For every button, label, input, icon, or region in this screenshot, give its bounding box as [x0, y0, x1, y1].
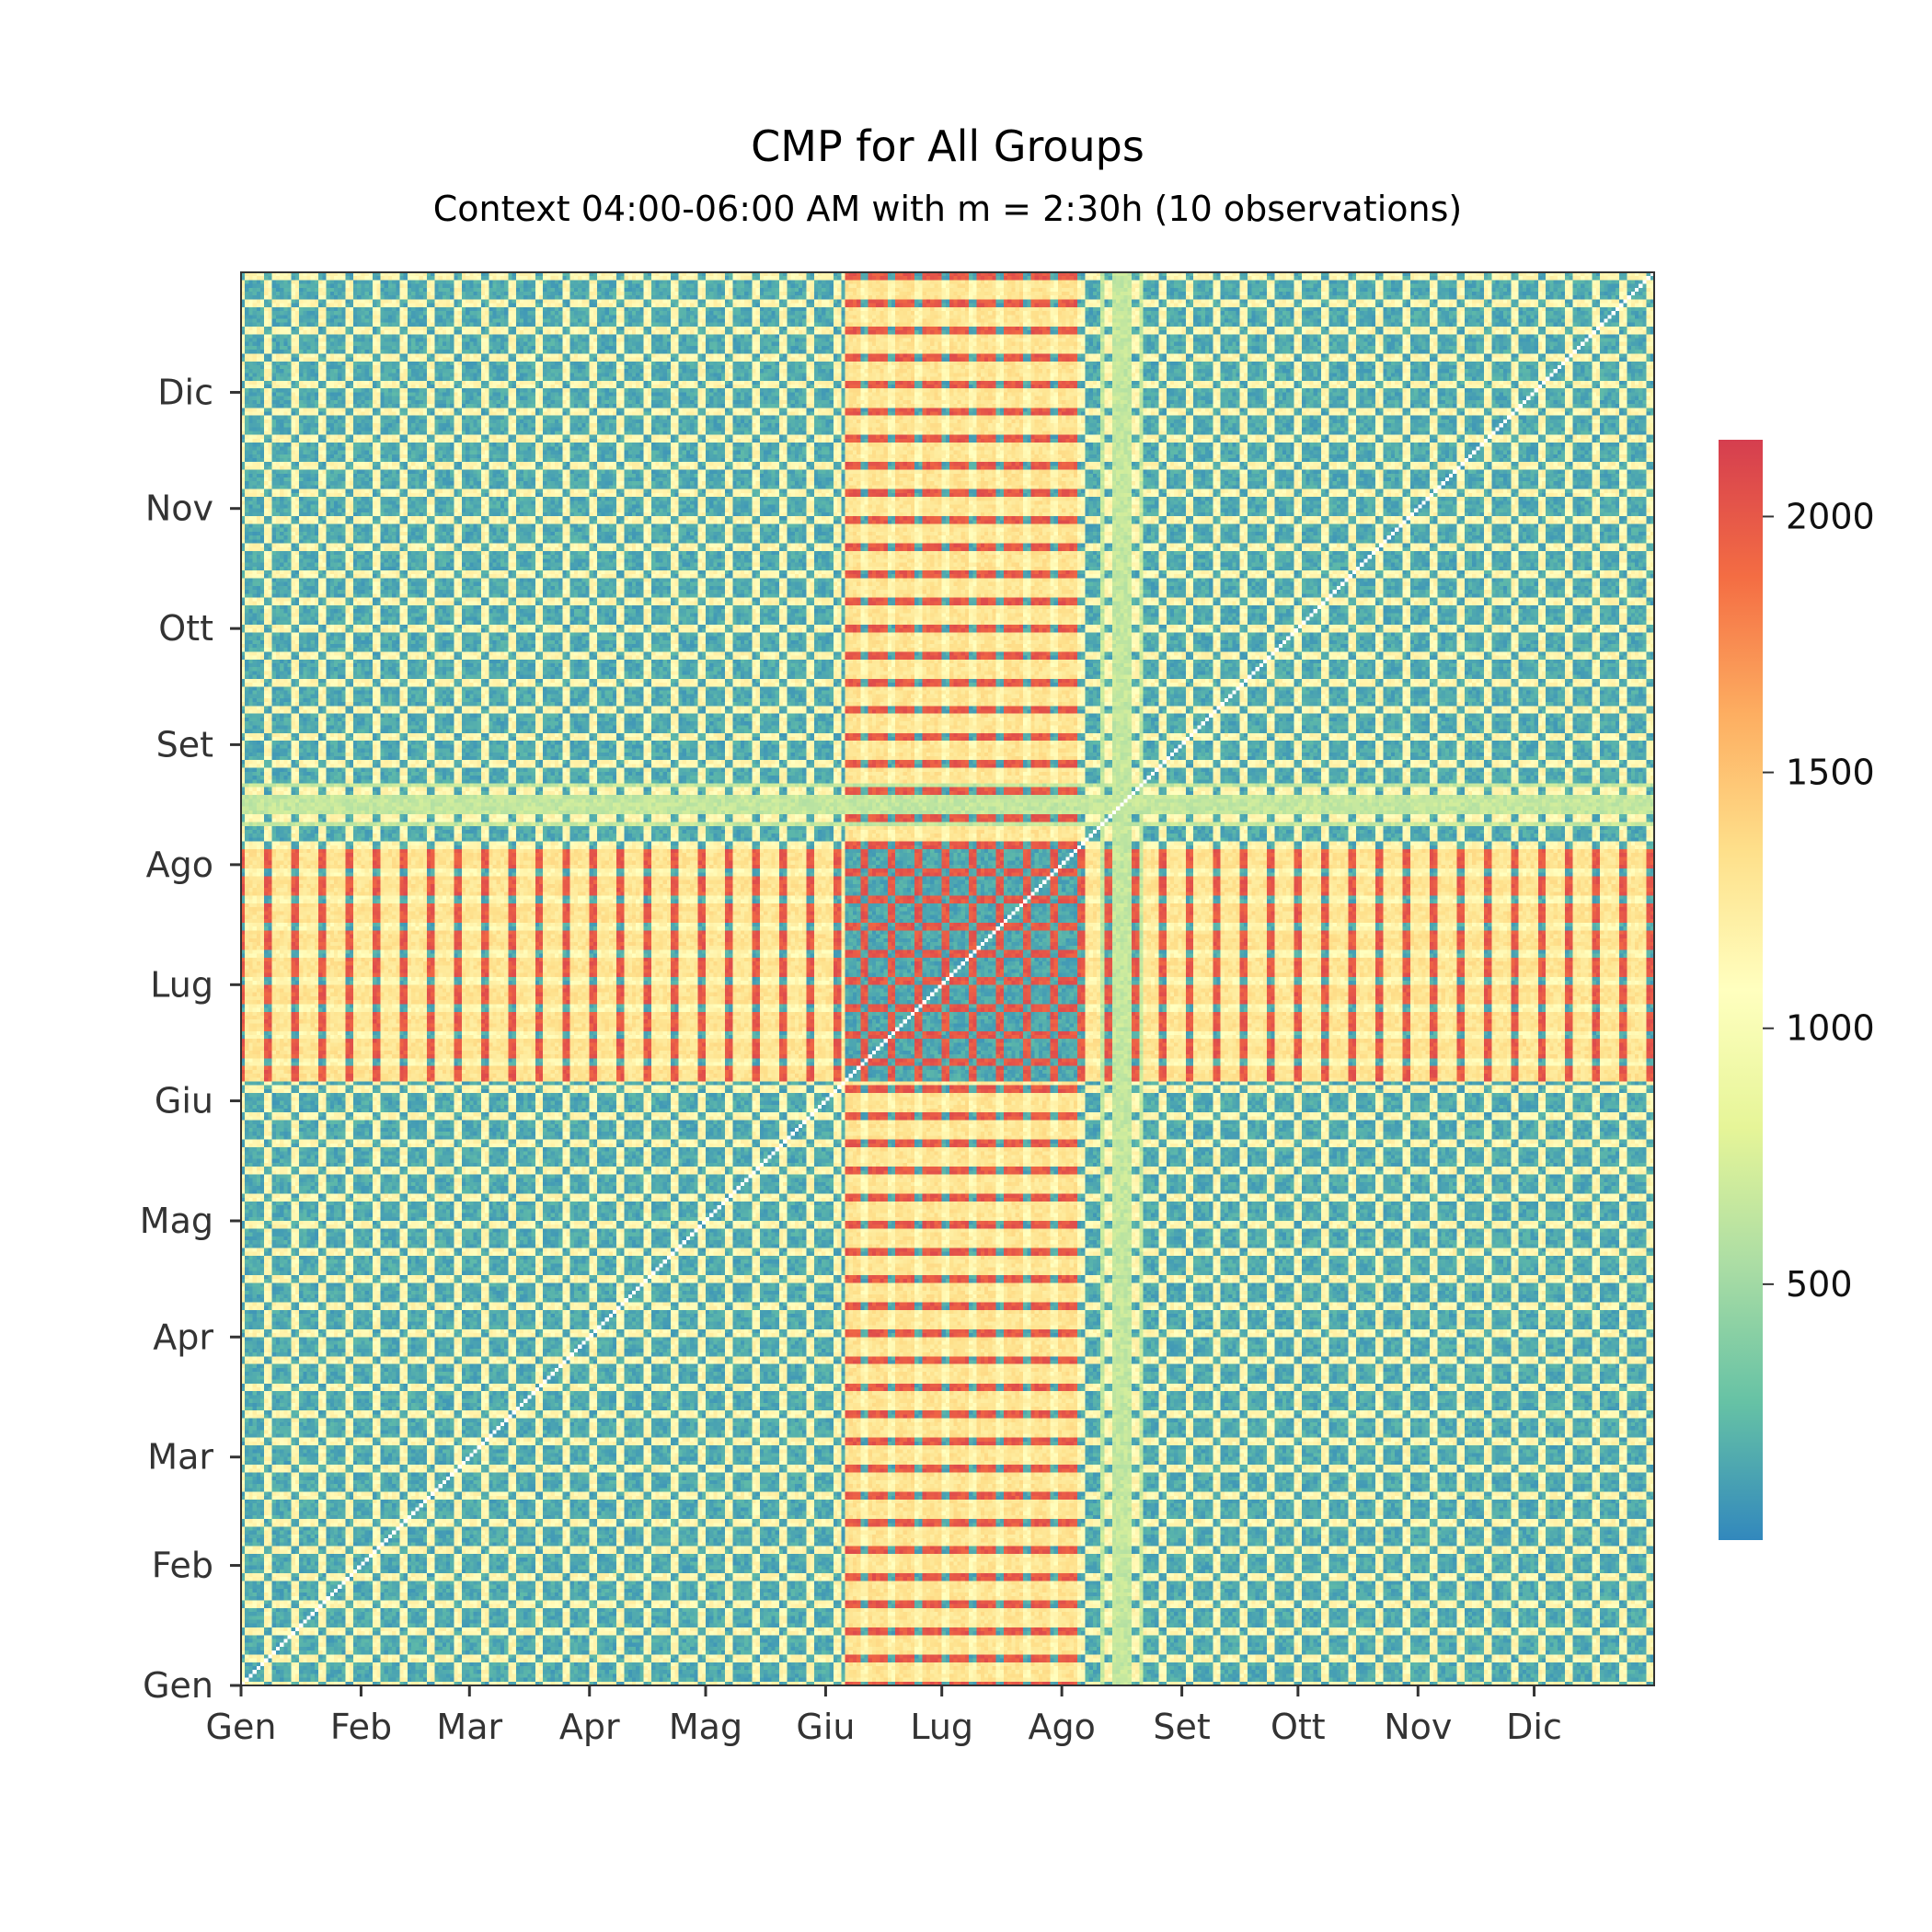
y-tick-label: Feb — [152, 1546, 213, 1586]
colorbar-gradient — [1719, 440, 1763, 1540]
x-tick-label: Set — [1153, 1707, 1210, 1747]
colorbar-ticks: 500 1000 1500 2000 — [1763, 496, 1875, 1305]
x-tick-label: Apr — [559, 1707, 620, 1747]
x-tick-label: Mar — [436, 1707, 502, 1747]
y-tick-label: Mag — [140, 1201, 213, 1241]
colorbar: 500 1000 1500 2000 — [1719, 440, 1875, 1540]
colorbar-tick-label: 2000 — [1786, 496, 1875, 536]
x-tick-label: Mag — [669, 1707, 742, 1747]
x-tick-label: Lug — [910, 1707, 973, 1747]
chart-title: CMP for All Groups — [751, 121, 1144, 171]
chart-subtitle: Context 04:00-06:00 AM with m = 2:30h (1… — [433, 189, 1462, 229]
y-tick-label: Mar — [147, 1437, 213, 1478]
colorbar-tick-label: 500 — [1786, 1264, 1853, 1305]
y-tick-label: Lug — [150, 964, 213, 1005]
x-tick-label: Nov — [1384, 1707, 1452, 1747]
y-tick-label: Nov — [145, 489, 213, 529]
heatmap-cells — [241, 272, 1654, 1685]
x-tick-label: Feb — [330, 1707, 392, 1747]
y-tick-label: Giu — [155, 1081, 213, 1121]
y-tick-label: Ago — [146, 845, 213, 885]
y-axis: Gen Feb Mar Apr Mag Giu Lug Ago Set Ott Nov Dic — [140, 372, 241, 1706]
x-tick-label: Giu — [796, 1707, 855, 1747]
y-tick-label: Dic — [157, 372, 213, 412]
y-tick-label: Apr — [153, 1317, 213, 1357]
heatmap-image — [241, 272, 1654, 1685]
x-tick-label: Dic — [1506, 1707, 1562, 1747]
colorbar-tick-label: 1000 — [1786, 1008, 1875, 1049]
y-tick-label: Gen — [143, 1665, 213, 1706]
x-tick-label: Gen — [206, 1707, 277, 1747]
colorbar-tick-label: 1500 — [1786, 753, 1875, 793]
x-axis: Gen Feb Mar Apr Mag Giu Lug Ago Set Ott Nov Dic — [206, 1685, 1562, 1747]
plot-frame — [240, 271, 1655, 1686]
y-tick-label: Set — [156, 724, 213, 765]
y-tick-label: Ott — [158, 608, 213, 649]
x-tick-label: Ott — [1271, 1707, 1326, 1747]
x-tick-label: Ago — [1028, 1707, 1095, 1747]
